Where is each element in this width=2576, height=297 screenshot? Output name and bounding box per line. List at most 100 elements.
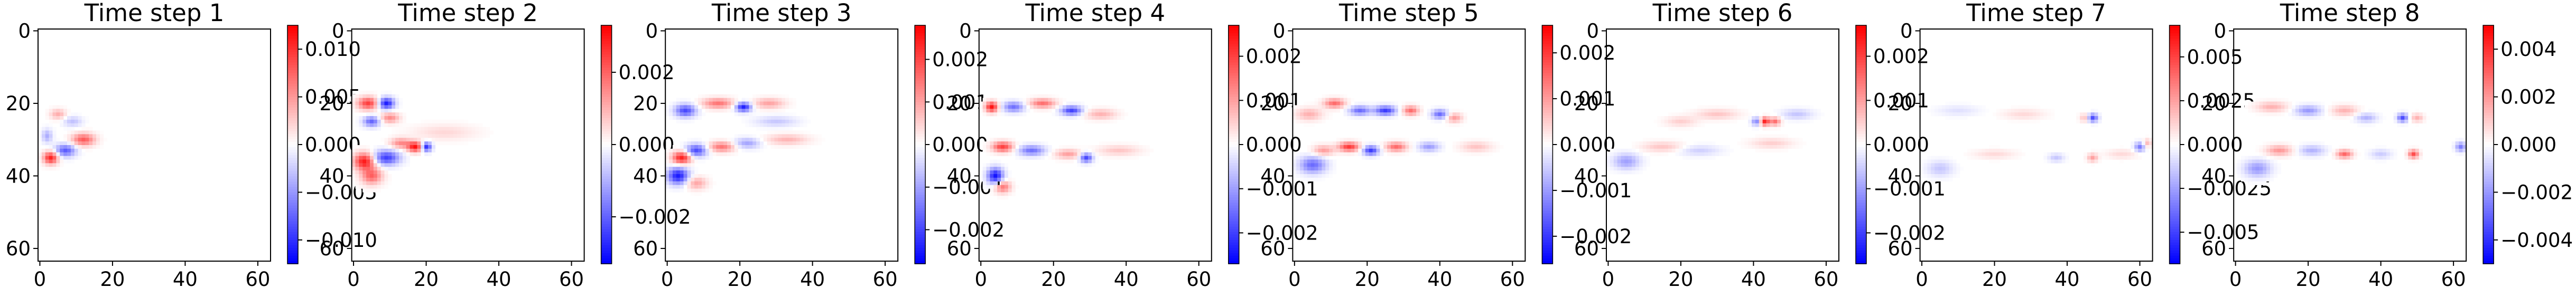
colorbar-segment bbox=[601, 163, 612, 166]
heatmap-cell bbox=[1401, 109, 1406, 113]
heatmap-cell bbox=[1989, 152, 1993, 156]
y-tick-label: 60 bbox=[6, 237, 31, 260]
heatmap-cell bbox=[1135, 156, 1139, 160]
heatmap-cell bbox=[1008, 138, 1012, 142]
heatmap-cell bbox=[366, 90, 370, 95]
heatmap-cell bbox=[1394, 109, 1399, 113]
heatmap-cell bbox=[359, 159, 363, 164]
heatmap-cell bbox=[1810, 116, 1814, 120]
heatmap-cell bbox=[2029, 116, 2033, 120]
heatmap-cell bbox=[388, 105, 392, 109]
heatmap-cell bbox=[986, 148, 990, 153]
heatmap-cell bbox=[85, 148, 89, 153]
heatmap-cell bbox=[669, 159, 673, 164]
heatmap-cell bbox=[2389, 148, 2394, 153]
heatmap-cell bbox=[676, 116, 680, 120]
heatmap-cell bbox=[774, 123, 778, 127]
heatmap-cell bbox=[38, 156, 42, 160]
colorbar-segment bbox=[601, 250, 612, 254]
heatmap-cell bbox=[2419, 152, 2423, 156]
heatmap-cell bbox=[2415, 119, 2420, 124]
colorbar-segment bbox=[2169, 75, 2180, 79]
heatmap-cell bbox=[1022, 152, 1027, 156]
heatmap-cell bbox=[1398, 109, 1402, 113]
heatmap-cell bbox=[1333, 170, 1337, 175]
colorbar-segment bbox=[1856, 253, 1866, 256]
heatmap-cell bbox=[1935, 167, 1939, 171]
heatmap-cell bbox=[1030, 105, 1034, 109]
heatmap-cell bbox=[1333, 109, 1337, 113]
heatmap-cell bbox=[460, 141, 465, 146]
colorbar-segment bbox=[2483, 152, 2494, 156]
heatmap-cell bbox=[1310, 109, 1315, 113]
heatmap-cell bbox=[1931, 109, 1935, 113]
heatmap-cell bbox=[1741, 116, 1745, 120]
heatmap-cell bbox=[709, 141, 713, 146]
heatmap-cell bbox=[2346, 148, 2350, 153]
heatmap-cell bbox=[1401, 105, 1406, 109]
heatmap-cell bbox=[1945, 156, 1949, 160]
colorbar-segment bbox=[1542, 89, 1553, 92]
colorbar-segment bbox=[1542, 25, 1553, 28]
heatmap-cell bbox=[388, 167, 392, 171]
heatmap-cell bbox=[1773, 138, 1778, 142]
heatmap-cell bbox=[2263, 167, 2267, 171]
heatmap-cell bbox=[745, 119, 749, 124]
heatmap-cell bbox=[1970, 148, 1975, 153]
heatmap-cell bbox=[774, 138, 778, 142]
heatmap-cell bbox=[1091, 105, 1096, 109]
heatmap-cell bbox=[359, 109, 363, 113]
heatmap-cell bbox=[406, 127, 410, 131]
heatmap-cell bbox=[1434, 116, 1438, 120]
heatmap-cell bbox=[1387, 105, 1391, 109]
heatmap-cell bbox=[738, 138, 742, 142]
heatmap-cell bbox=[402, 130, 407, 135]
heatmap-cell bbox=[701, 94, 706, 98]
heatmap-cell bbox=[2270, 177, 2274, 182]
heatmap-cell bbox=[1095, 109, 1099, 113]
colorbar-segment bbox=[601, 86, 612, 90]
heatmap-cell bbox=[1935, 159, 1939, 164]
heatmap-cell bbox=[2090, 119, 2095, 124]
heatmap-cell bbox=[1759, 141, 1763, 146]
heatmap-cell bbox=[1008, 174, 1012, 178]
x-tick-label: 0 bbox=[2229, 268, 2242, 291]
heatmap-cell bbox=[1949, 159, 1953, 164]
heatmap-cell bbox=[1762, 116, 1766, 120]
colorbar-segment bbox=[2483, 179, 2494, 182]
heatmap-cell bbox=[2083, 116, 2088, 120]
heatmap-cell bbox=[2284, 152, 2289, 156]
heatmap-cell bbox=[468, 123, 472, 127]
heatmap-cell bbox=[1304, 177, 1308, 182]
heatmap-cell bbox=[705, 94, 709, 98]
heatmap-cell bbox=[986, 163, 990, 167]
heatmap-cell bbox=[1668, 116, 1672, 120]
heatmap-cell bbox=[439, 138, 443, 142]
heatmap-cell bbox=[49, 116, 53, 120]
heatmap-cell bbox=[1949, 170, 1953, 175]
heatmap-cell bbox=[1008, 185, 1012, 189]
heatmap-cell bbox=[2240, 177, 2245, 182]
heatmap-cell bbox=[997, 159, 1001, 164]
heatmap-cell bbox=[2040, 109, 2044, 113]
heatmap-cell bbox=[2364, 156, 2368, 160]
heatmap-cell bbox=[763, 145, 767, 149]
heatmap-cell bbox=[756, 119, 760, 124]
heatmap-cell bbox=[2313, 105, 2318, 109]
heatmap-cell bbox=[727, 141, 731, 146]
heatmap-cell bbox=[60, 152, 64, 156]
colorbar-segment bbox=[1542, 115, 1553, 119]
heatmap-cell bbox=[1610, 167, 1614, 171]
heatmap-cell bbox=[2321, 112, 2325, 117]
colorbar-segment bbox=[2483, 36, 2494, 39]
heatmap-cell bbox=[763, 127, 767, 131]
heatmap-cell bbox=[1438, 145, 1442, 149]
heatmap-cell bbox=[1762, 123, 1766, 127]
heatmap-cell bbox=[1329, 170, 1333, 175]
heatmap-cell bbox=[96, 145, 100, 149]
heatmap-cell bbox=[698, 105, 702, 109]
heatmap-cell bbox=[712, 109, 717, 113]
heatmap-cell bbox=[698, 138, 702, 142]
heatmap-cell bbox=[792, 101, 796, 106]
heatmap-cell bbox=[384, 156, 388, 160]
